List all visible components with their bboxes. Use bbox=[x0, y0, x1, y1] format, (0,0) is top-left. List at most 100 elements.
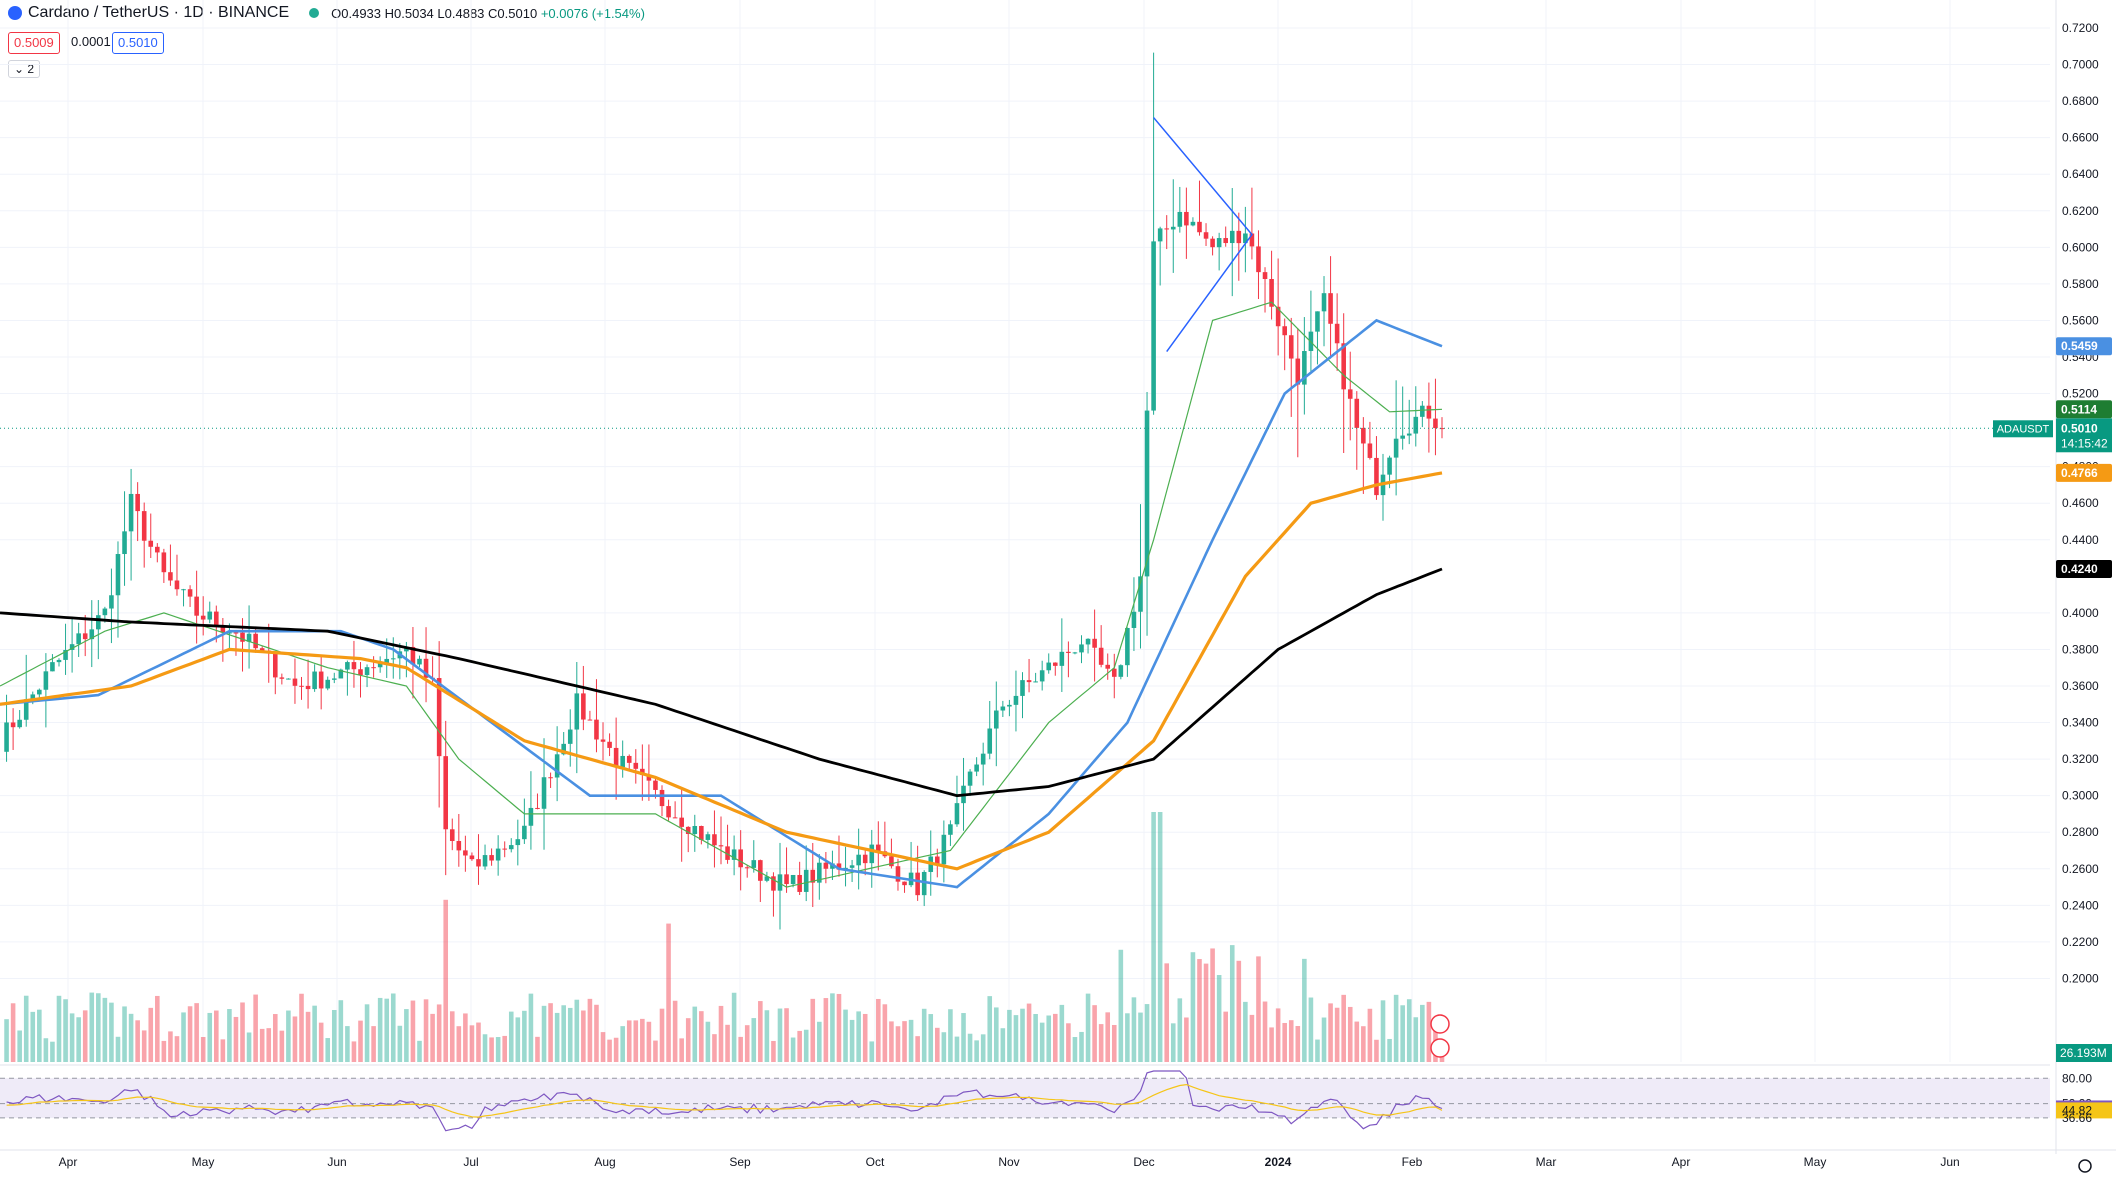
volume-bar bbox=[436, 1004, 442, 1062]
candle bbox=[469, 852, 475, 861]
candle bbox=[902, 881, 907, 893]
candle bbox=[1046, 653, 1052, 674]
volume-bar bbox=[371, 1026, 376, 1062]
volume-bar bbox=[797, 1030, 802, 1062]
volume-bar bbox=[561, 1005, 566, 1062]
candle bbox=[1013, 670, 1019, 732]
volume-bar bbox=[948, 1009, 953, 1062]
candle bbox=[567, 709, 573, 767]
candle bbox=[974, 757, 979, 777]
volume-bar bbox=[1223, 1011, 1228, 1062]
volume-bar bbox=[305, 1011, 311, 1062]
spread-value: 0.0001 bbox=[71, 34, 111, 49]
candle bbox=[1380, 453, 1386, 521]
x-tick-label: Apr bbox=[59, 1155, 78, 1169]
y-tick-label: 0.4400 bbox=[2062, 533, 2099, 547]
volume-bar bbox=[397, 1025, 403, 1062]
volume-bar bbox=[1393, 994, 1399, 1062]
candle bbox=[1361, 417, 1366, 494]
volume-bar bbox=[227, 1009, 232, 1062]
volume-bar bbox=[1374, 1039, 1379, 1062]
candle bbox=[718, 816, 724, 865]
candle bbox=[777, 842, 783, 930]
candle bbox=[948, 820, 953, 846]
candle bbox=[82, 614, 88, 657]
candle bbox=[1328, 256, 1333, 359]
volume-bar bbox=[712, 1034, 717, 1062]
candle bbox=[364, 664, 370, 688]
volume-bar bbox=[1046, 1015, 1052, 1062]
candle bbox=[10, 708, 16, 750]
volume-bar bbox=[135, 1020, 140, 1062]
y-tick-label: 0.2800 bbox=[2062, 825, 2099, 839]
volume-bar bbox=[784, 1008, 789, 1062]
volume-bar bbox=[849, 1019, 855, 1062]
candle bbox=[600, 722, 606, 761]
volume-bar bbox=[777, 1008, 783, 1062]
candle bbox=[1295, 328, 1301, 458]
symbol-label bbox=[1993, 420, 2053, 438]
us-flag-event-icon[interactable] bbox=[1430, 1038, 1450, 1058]
volume-bar bbox=[128, 1013, 134, 1062]
volume-bar bbox=[292, 1016, 298, 1062]
candle bbox=[548, 772, 553, 788]
candle bbox=[463, 835, 468, 872]
volume-bar bbox=[89, 992, 95, 1062]
candle bbox=[155, 543, 160, 563]
candle bbox=[482, 844, 488, 870]
volume-bar bbox=[122, 1006, 127, 1062]
flash-event-icon[interactable] bbox=[1430, 1014, 1450, 1034]
volume-bar bbox=[725, 1024, 730, 1062]
volume-label bbox=[2056, 1044, 2112, 1062]
candle bbox=[1184, 187, 1189, 259]
candle bbox=[109, 568, 114, 644]
volume-bar bbox=[1361, 1026, 1366, 1062]
volume-bar bbox=[895, 1026, 901, 1062]
volume-bar bbox=[207, 1012, 213, 1062]
volume-bar bbox=[384, 998, 390, 1062]
volume-bar bbox=[200, 1036, 206, 1062]
candle bbox=[1288, 317, 1294, 417]
x-tick-label: Sep bbox=[729, 1155, 751, 1169]
y-tick-label: 0.6000 bbox=[2062, 240, 2099, 254]
volume-bar bbox=[980, 1034, 986, 1062]
candle bbox=[449, 818, 455, 851]
sell-button[interactable]: 0.5009 bbox=[8, 32, 60, 54]
gear-icon[interactable] bbox=[2078, 1159, 2092, 1173]
volume-bar bbox=[1033, 1014, 1038, 1062]
candle bbox=[345, 660, 350, 696]
volume-bar bbox=[941, 1032, 947, 1062]
candle bbox=[843, 846, 848, 887]
candle bbox=[1157, 226, 1163, 286]
volume-bar bbox=[69, 1013, 75, 1062]
symbol-title[interactable]: Cardano / TetherUS · 1D · BINANCE bbox=[28, 4, 290, 21]
candle bbox=[1138, 504, 1143, 649]
y-tick-label: 0.6600 bbox=[2062, 131, 2099, 145]
buy-button[interactable]: 0.5010 bbox=[112, 32, 164, 54]
indicator-toggle-button[interactable]: ⌄ 2 bbox=[8, 60, 41, 78]
candle bbox=[37, 688, 42, 699]
volume-bar bbox=[331, 1010, 337, 1062]
triangle-drawing[interactable] bbox=[1153, 117, 1253, 352]
volume-bar bbox=[312, 1005, 317, 1062]
volume-bar bbox=[889, 1021, 894, 1062]
candle bbox=[476, 834, 481, 885]
candle bbox=[1393, 380, 1399, 496]
x-tick-label: Dec bbox=[1133, 1155, 1154, 1169]
volume-bar bbox=[987, 996, 993, 1062]
volume-bar bbox=[554, 1012, 560, 1062]
candle bbox=[712, 810, 717, 868]
candle bbox=[1072, 651, 1078, 655]
candle bbox=[4, 694, 9, 762]
volume-bar bbox=[1380, 1000, 1386, 1062]
candle bbox=[1229, 188, 1235, 297]
volume-bar bbox=[502, 1035, 507, 1062]
volume-bar bbox=[449, 1011, 455, 1062]
candle bbox=[1203, 223, 1209, 246]
candle bbox=[679, 789, 684, 862]
y-tick-label: 0.2400 bbox=[2062, 898, 2099, 912]
volume-bar bbox=[318, 1022, 324, 1062]
volume-bar bbox=[908, 1019, 914, 1062]
volume-bar bbox=[1400, 1005, 1405, 1062]
